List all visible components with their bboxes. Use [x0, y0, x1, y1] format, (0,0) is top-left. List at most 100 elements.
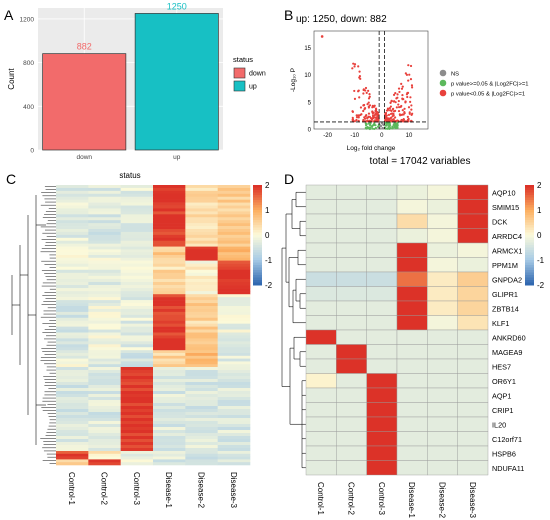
heatmap-cell [457, 184, 489, 200]
heatmap-cell [153, 220, 186, 224]
heatmap-cell [120, 205, 154, 209]
heatmap-cell [56, 373, 89, 377]
heatmap-cell [396, 271, 428, 287]
heatmap-cell [153, 436, 186, 440]
heatmap-cell [153, 208, 186, 212]
heatmap-cell [153, 257, 186, 261]
heatmap-cell [56, 234, 89, 239]
heatmap-cell [88, 260, 121, 264]
scatter-point [389, 101, 392, 104]
colorbar-segment [253, 210, 262, 213]
heatmap-cell [56, 364, 89, 368]
heatmap-cell [153, 421, 186, 425]
colorbar-segment [253, 207, 262, 211]
heatmap-cell [185, 229, 218, 233]
legend-label: up [249, 84, 257, 91]
heatmap-cell [56, 379, 89, 383]
heatmap-cell [185, 305, 218, 310]
colorbar-segment [525, 242, 534, 246]
heatmap-cell [217, 436, 251, 440]
heatmap-cell [88, 285, 121, 289]
scatter-point [367, 97, 371, 100]
scatter-point [407, 79, 410, 82]
heatmap-cell [185, 300, 218, 304]
heatmap-cell [153, 237, 186, 242]
heatmap-cell [217, 358, 251, 362]
heatmap-cell [120, 462, 154, 466]
heatmap-cell [88, 412, 121, 416]
row-label: GLIPR1 [492, 290, 518, 299]
heatmap-cell [185, 335, 218, 339]
heatmap-cell [336, 373, 367, 389]
scatter-point [359, 77, 362, 80]
heatmap-cell [56, 421, 89, 425]
heatmap-cell [153, 445, 186, 449]
heatmap-cell [217, 269, 251, 274]
heatmap-cell [88, 361, 121, 365]
row-label: AQP1 [492, 391, 511, 400]
heatmap-cell [185, 266, 218, 271]
heatmap-cell [153, 456, 186, 460]
colorbar-segment [253, 185, 262, 188]
scatter-point [399, 114, 402, 117]
heatmap-cell [56, 255, 89, 259]
heatmap-cell [120, 347, 154, 351]
heatmap-cell [185, 217, 218, 221]
heatmap-cell [120, 344, 154, 348]
heatmap-cell [56, 350, 89, 354]
scatter-point [375, 118, 378, 121]
heatmap-cell [88, 291, 121, 295]
scatter-point [400, 104, 403, 108]
heatmap-cell [427, 445, 458, 461]
heatmap-cell [56, 391, 89, 395]
heatmap-cell [153, 433, 186, 437]
heatmap-panel-d: AQP10SMIM15DCKARRDC4ARMCX1PPM1MGNPDA2GLI… [281, 181, 545, 519]
heatmap-cell [153, 243, 186, 247]
heatmap-cell [217, 394, 251, 398]
scatter-point [360, 113, 363, 116]
heatmap-cell [217, 223, 251, 227]
heatmap-cell [185, 252, 218, 256]
panel-letter-b: B [284, 7, 293, 23]
heatmap-cell [153, 272, 186, 277]
heatmap-cell [56, 347, 89, 351]
heatmap-cell [185, 317, 218, 322]
heatmap-cell [88, 269, 121, 274]
heatmap-cell [88, 418, 121, 422]
scatter-point [366, 116, 369, 120]
heatmap-cell [88, 433, 121, 437]
heatmap-cell [217, 353, 251, 357]
scatter-point [390, 109, 393, 112]
heatmap-cell [120, 403, 154, 407]
heatmap-cell [120, 379, 154, 383]
heatmap-cell [153, 418, 186, 422]
heatmap-cell [217, 341, 251, 345]
heatmap-cell [120, 187, 154, 192]
heatmap-cell [185, 303, 218, 307]
heatmap-cell [217, 272, 251, 277]
heatmap-cell [88, 231, 121, 236]
scatter-point [391, 125, 394, 128]
heatmap-cell [56, 436, 89, 440]
scatter-point [368, 95, 371, 98]
heatmap-cell [305, 358, 337, 374]
heatmap-cell [217, 229, 251, 233]
heatmap-cell [185, 341, 218, 345]
heatmap-cell [88, 329, 121, 333]
heatmap-cell [185, 433, 218, 437]
heatmap-cell [217, 320, 251, 324]
heatmap-cell [120, 272, 154, 277]
heatmap-cell [217, 220, 251, 224]
threshold-lines [314, 31, 428, 129]
row-label: HES7 [492, 362, 511, 371]
heatmap-cell [427, 329, 458, 345]
legend-label: NS [451, 71, 459, 77]
heatmap-cell [120, 323, 154, 327]
scatter-point [389, 117, 392, 120]
heatmap-cell [457, 315, 489, 331]
scatter-point [400, 113, 403, 116]
scatter-point [408, 73, 411, 76]
row-label: HSPB6 [492, 449, 516, 458]
heatmap-cell [185, 430, 218, 434]
heatmap-cell [153, 338, 186, 342]
